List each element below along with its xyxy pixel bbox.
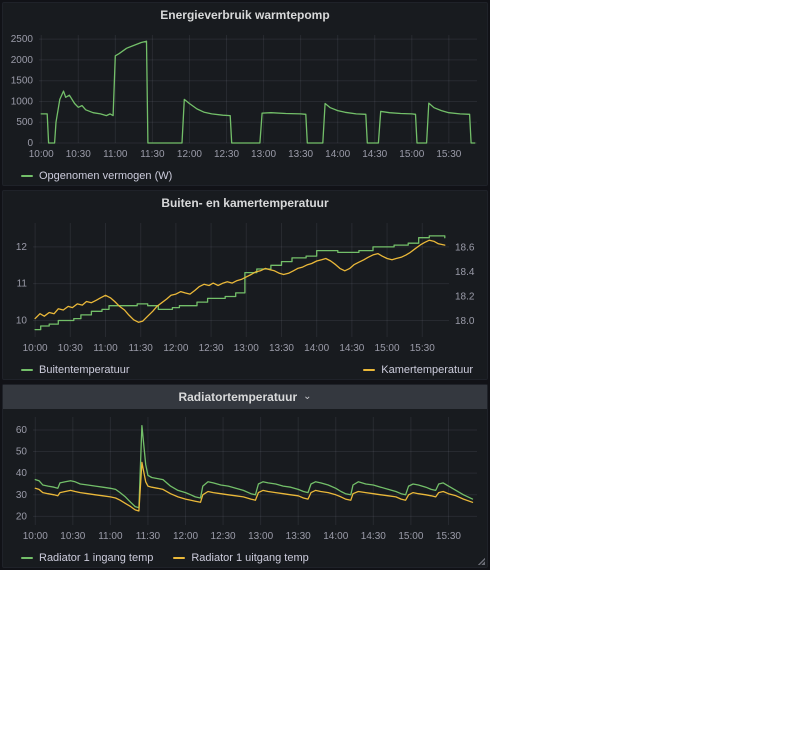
- svg-text:18.0: 18.0: [455, 316, 475, 327]
- svg-text:12: 12: [16, 242, 28, 253]
- svg-text:10:30: 10:30: [66, 149, 91, 160]
- svg-text:13:00: 13:00: [234, 343, 259, 354]
- svg-text:18.2: 18.2: [455, 292, 475, 303]
- svg-text:11:30: 11:30: [129, 343, 154, 354]
- svg-text:12:00: 12:00: [163, 343, 188, 354]
- energy-chart[interactable]: 10:00 10:30 11:00 11:30 12:00 12:30 13:00 13:30…: [3, 27, 485, 165]
- panel-temperature-title: Buiten- en kamertemperatuur: [161, 196, 329, 210]
- panel-energy-title: Energieverbruik warmtepomp: [160, 8, 330, 22]
- svg-text:12:30: 12:30: [199, 343, 224, 354]
- svg-text:10:00: 10:00: [23, 343, 48, 354]
- svg-text:0: 0: [27, 138, 33, 149]
- svg-text:18.6: 18.6: [455, 243, 475, 254]
- energy-legend: Opgenomen vermogen (W): [3, 165, 487, 187]
- legend-label: Kamertemperatuur: [381, 364, 473, 376]
- svg-text:10:00: 10:00: [29, 149, 54, 160]
- temperature-chart[interactable]: 10:00 10:30 11:00 11:30 12:00 12:30 13:00 13:30…: [3, 215, 485, 359]
- svg-text:11:30: 11:30: [136, 531, 161, 542]
- chevron-down-icon[interactable]: ⌄: [303, 391, 312, 402]
- svg-text:15:00: 15:00: [399, 149, 424, 160]
- svg-text:10:00: 10:00: [23, 531, 48, 542]
- svg-text:15:30: 15:30: [436, 149, 461, 160]
- svg-text:15:00: 15:00: [375, 343, 400, 354]
- panel-energy: Energieverbruik warmtepomp 10:00 10:30 11:…: [2, 2, 488, 186]
- legend-marker: [363, 369, 376, 371]
- svg-text:12:00: 12:00: [177, 149, 202, 160]
- panel-radiator-header[interactable]: Radiatortemperatuur ⌄: [3, 385, 487, 409]
- panel-radiator: Radiatortemperatuur ⌄ 10:00 10:30 11:00 11:…: [2, 384, 488, 568]
- panel-energy-header[interactable]: Energieverbruik warmtepomp: [3, 3, 487, 27]
- legend-label: Opgenomen vermogen (W): [39, 170, 173, 182]
- svg-text:13:00: 13:00: [251, 149, 276, 160]
- panel-temperature: Buiten- en kamertemperatuur 10:00 10:30 11…: [2, 190, 488, 380]
- svg-text:13:30: 13:30: [269, 343, 294, 354]
- radiator-legend: Radiator 1 ingang temp Radiator 1 uitgan…: [3, 547, 487, 569]
- legend-item-radiator-ingang[interactable]: Radiator 1 ingang temp: [21, 552, 153, 564]
- legend-label: Buitentemperatuur: [39, 364, 130, 376]
- svg-text:14:30: 14:30: [362, 149, 387, 160]
- legend-item-opgenomen-vermogen[interactable]: Opgenomen vermogen (W): [21, 170, 172, 182]
- svg-text:12:00: 12:00: [173, 531, 198, 542]
- svg-text:14:30: 14:30: [339, 343, 364, 354]
- svg-text:10: 10: [16, 315, 28, 326]
- svg-text:10:30: 10:30: [60, 531, 85, 542]
- svg-text:14:00: 14:00: [304, 343, 329, 354]
- svg-text:11:00: 11:00: [93, 343, 118, 354]
- svg-text:11:00: 11:00: [103, 149, 128, 160]
- legend-item-buitentemperatuur[interactable]: Buitentemperatuur: [21, 364, 130, 376]
- svg-text:13:30: 13:30: [286, 531, 311, 542]
- svg-text:13:30: 13:30: [288, 149, 313, 160]
- svg-text:15:30: 15:30: [436, 531, 461, 542]
- svg-text:11:00: 11:00: [98, 531, 123, 542]
- svg-text:20: 20: [16, 511, 28, 522]
- svg-text:15:30: 15:30: [410, 343, 435, 354]
- legend-marker: [173, 557, 186, 559]
- svg-text:1000: 1000: [11, 96, 34, 107]
- svg-text:11: 11: [17, 279, 28, 290]
- svg-text:12:30: 12:30: [214, 149, 239, 160]
- temperature-legend: Buitentemperatuur Kamertemperatuur: [3, 359, 487, 381]
- legend-item-kamertemperatuur[interactable]: Kamertemperatuur: [363, 364, 473, 376]
- panel-radiator-title: Radiatortemperatuur: [178, 390, 298, 404]
- svg-text:40: 40: [16, 468, 28, 479]
- svg-text:10:30: 10:30: [58, 343, 83, 354]
- panel-resize-handle[interactable]: [476, 556, 485, 565]
- svg-text:60: 60: [16, 425, 28, 436]
- svg-text:30: 30: [16, 490, 28, 501]
- svg-text:2000: 2000: [11, 55, 34, 66]
- svg-text:11:30: 11:30: [140, 149, 165, 160]
- svg-text:14:00: 14:00: [323, 531, 348, 542]
- legend-marker: [21, 557, 33, 559]
- svg-text:13:00: 13:00: [248, 531, 273, 542]
- legend-label: Radiator 1 uitgang temp: [191, 552, 309, 564]
- svg-text:14:00: 14:00: [325, 149, 350, 160]
- svg-text:12:30: 12:30: [211, 531, 236, 542]
- grafana-dashboard: Energieverbruik warmtepomp 10:00 10:30 11:…: [0, 0, 490, 570]
- svg-text:18.4: 18.4: [455, 267, 475, 278]
- svg-text:14:30: 14:30: [361, 531, 386, 542]
- radiator-chart[interactable]: 10:00 10:30 11:00 11:30 12:00 12:30 13:00 13:30…: [3, 409, 485, 547]
- svg-text:1500: 1500: [11, 76, 34, 87]
- legend-marker: [21, 369, 33, 371]
- svg-text:500: 500: [16, 117, 33, 128]
- svg-text:2500: 2500: [11, 34, 34, 45]
- svg-text:15:00: 15:00: [398, 531, 423, 542]
- svg-text:50: 50: [16, 447, 28, 458]
- legend-marker: [21, 175, 33, 177]
- legend-item-radiator-uitgang[interactable]: Radiator 1 uitgang temp: [173, 552, 309, 564]
- panel-temperature-header[interactable]: Buiten- en kamertemperatuur: [3, 191, 487, 215]
- legend-label: Radiator 1 ingang temp: [39, 552, 154, 564]
